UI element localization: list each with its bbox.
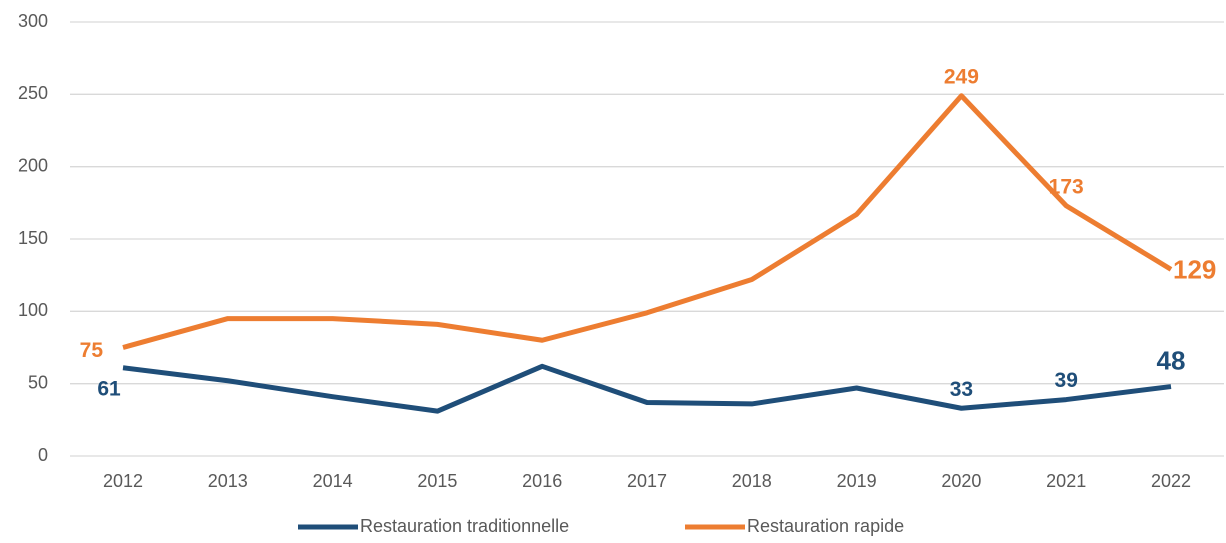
data-label: 129 bbox=[1173, 254, 1216, 284]
x-tick-label: 2017 bbox=[627, 471, 667, 491]
series-line bbox=[122, 363, 1172, 414]
x-tick-label: 2012 bbox=[103, 471, 143, 491]
data-label: 33 bbox=[950, 378, 973, 401]
data-label: 75 bbox=[80, 339, 104, 362]
y-tick-label: 50 bbox=[28, 372, 48, 392]
x-tick-label: 2022 bbox=[1151, 471, 1191, 491]
x-tick-label: 2018 bbox=[732, 471, 772, 491]
legend-label: Restauration rapide bbox=[747, 516, 904, 536]
x-tick-label: 2021 bbox=[1046, 471, 1086, 491]
x-tick-label: 2020 bbox=[941, 471, 981, 491]
x-tick-label: 2015 bbox=[417, 471, 457, 491]
data-label: 61 bbox=[97, 377, 121, 400]
series-line bbox=[122, 93, 1173, 350]
x-tick-label: 2016 bbox=[522, 471, 562, 491]
x-tick-label: 2013 bbox=[208, 471, 248, 491]
data-label: 249 bbox=[944, 65, 979, 88]
y-tick-label: 100 bbox=[18, 300, 48, 320]
y-tick-label: 200 bbox=[18, 155, 48, 175]
legend-label: Restauration traditionnelle bbox=[360, 516, 569, 536]
data-label: 48 bbox=[1157, 345, 1186, 375]
data-label: 39 bbox=[1055, 369, 1078, 392]
y-tick-label: 0 bbox=[38, 445, 48, 465]
x-tick-label: 2014 bbox=[313, 471, 353, 491]
y-tick-label: 300 bbox=[18, 11, 48, 31]
y-tick-label: 150 bbox=[18, 228, 48, 248]
y-tick-label: 250 bbox=[18, 83, 48, 103]
x-tick-label: 2019 bbox=[837, 471, 877, 491]
data-label: 173 bbox=[1049, 175, 1084, 198]
